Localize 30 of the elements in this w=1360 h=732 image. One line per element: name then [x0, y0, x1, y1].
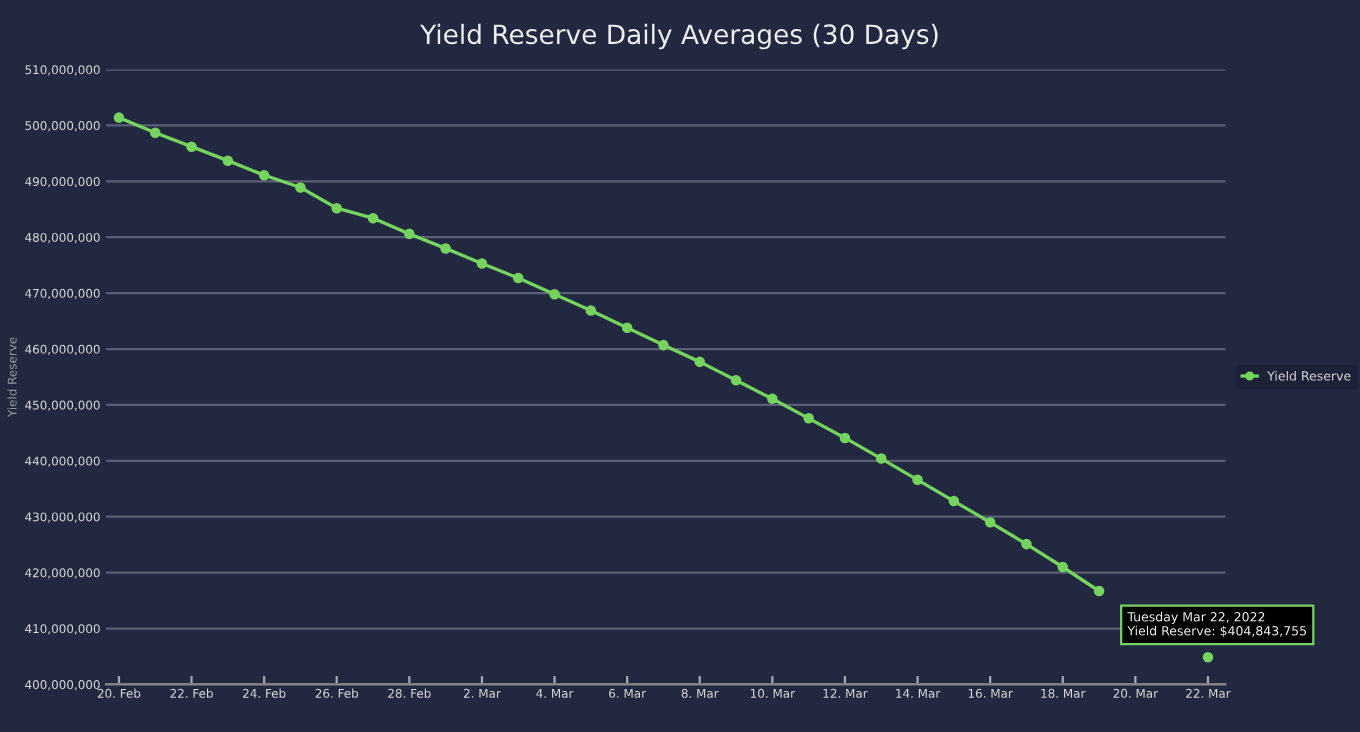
- point: [1202, 652, 1214, 663]
- point: [149, 127, 161, 138]
- point: [331, 202, 343, 214]
- point: [222, 155, 234, 166]
- point: [984, 517, 996, 528]
- point: [658, 339, 669, 351]
- point: [404, 228, 415, 240]
- point: [258, 169, 270, 181]
- point: [803, 413, 814, 424]
- point: [1093, 585, 1105, 597]
- point: [767, 393, 778, 405]
- point: [1021, 538, 1032, 550]
- point: [1057, 561, 1069, 573]
- point: [549, 288, 560, 300]
- point: [186, 141, 197, 152]
- point: [875, 453, 887, 464]
- point: [295, 182, 306, 193]
- point: [730, 375, 742, 386]
- point: [912, 474, 923, 486]
- point: [839, 432, 851, 444]
- point: [512, 272, 524, 284]
- chart-title: Yield Reserve Daily Averages (30 Days): [420, 23, 938, 50]
- point: [621, 322, 633, 334]
- point: [694, 356, 706, 368]
- point: [440, 243, 451, 254]
- point: [948, 495, 960, 507]
- point: [367, 212, 379, 224]
- point: [113, 112, 125, 123]
- point: [476, 258, 488, 269]
- point: [585, 305, 597, 316]
